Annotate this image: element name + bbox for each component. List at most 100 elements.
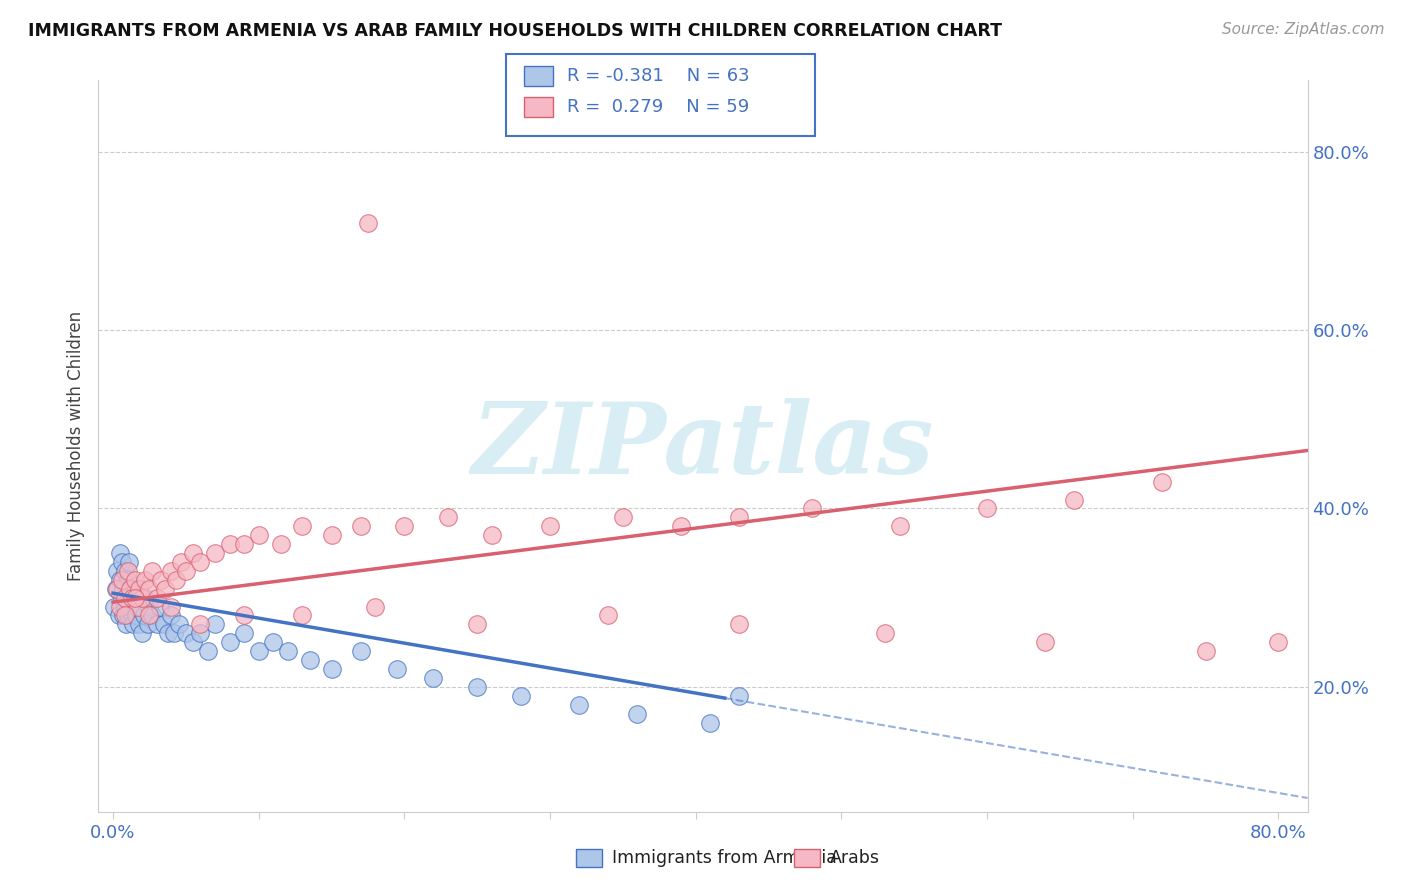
Point: [145, 591, 167, 605]
Point: [728, 510, 751, 524]
Point: [197, 644, 219, 658]
Point: [437, 510, 460, 524]
Point: [626, 706, 648, 721]
Point: [801, 501, 824, 516]
Point: [598, 608, 620, 623]
Point: [149, 599, 172, 614]
Point: [669, 519, 692, 533]
Point: [108, 608, 131, 623]
Point: [350, 519, 373, 533]
Point: [204, 617, 226, 632]
Point: [117, 608, 139, 623]
Text: R =  0.279    N = 59: R = 0.279 N = 59: [567, 98, 749, 116]
Point: [121, 591, 143, 605]
Point: [127, 599, 149, 614]
Point: [165, 573, 187, 587]
Point: [233, 626, 256, 640]
Point: [160, 564, 183, 578]
Point: [105, 582, 128, 596]
Point: [465, 680, 488, 694]
Point: [103, 599, 125, 614]
Point: [247, 644, 270, 658]
Point: [153, 617, 176, 632]
Point: [125, 608, 148, 623]
Point: [364, 599, 387, 614]
Text: IMMIGRANTS FROM ARMENIA VS ARAB FAMILY HOUSEHOLDS WITH CHILDREN CORRELATION CHAR: IMMIGRANTS FROM ARMENIA VS ARAB FAMILY H…: [28, 22, 1002, 40]
Point: [174, 626, 197, 640]
Point: [117, 573, 139, 587]
Point: [121, 591, 143, 605]
Point: [291, 519, 314, 533]
Point: [160, 608, 183, 623]
Point: [321, 662, 343, 676]
Point: [167, 617, 190, 632]
Point: [141, 608, 163, 623]
Point: [138, 608, 160, 623]
Point: [270, 537, 292, 551]
Point: [155, 582, 177, 596]
Point: [181, 546, 204, 560]
Point: [111, 573, 134, 587]
Point: [568, 698, 591, 712]
Point: [124, 582, 146, 596]
Point: [160, 599, 183, 614]
Point: [1194, 644, 1216, 658]
Point: [131, 591, 153, 605]
Point: [291, 608, 314, 623]
Point: [120, 582, 142, 596]
Point: [298, 653, 321, 667]
Point: [115, 617, 138, 632]
Point: [394, 519, 416, 533]
Point: [111, 555, 134, 569]
Point: [128, 582, 150, 596]
Y-axis label: Family Households with Children: Family Households with Children: [66, 311, 84, 581]
Point: [465, 617, 488, 632]
Point: [118, 582, 141, 596]
Point: [174, 564, 197, 578]
Point: [122, 617, 145, 632]
Point: [118, 555, 141, 569]
Point: [141, 564, 163, 578]
Point: [134, 573, 156, 587]
Point: [110, 573, 132, 587]
Point: [728, 689, 751, 703]
Point: [127, 591, 149, 605]
Point: [111, 591, 134, 605]
Point: [157, 626, 180, 640]
Point: [875, 626, 897, 640]
Point: [190, 626, 212, 640]
Point: [114, 591, 136, 605]
Point: [976, 501, 998, 516]
Point: [129, 599, 152, 614]
Point: [509, 689, 531, 703]
Text: Immigrants from Armenia: Immigrants from Armenia: [612, 849, 837, 867]
Point: [120, 599, 142, 614]
Point: [121, 608, 143, 623]
Point: [145, 617, 167, 632]
Point: [190, 617, 212, 632]
Point: [357, 216, 380, 230]
Point: [350, 644, 373, 658]
Point: [422, 671, 444, 685]
Point: [124, 599, 146, 614]
Point: [321, 528, 343, 542]
Point: [110, 546, 132, 560]
Point: [181, 635, 204, 649]
Point: [699, 715, 721, 730]
Point: [150, 573, 173, 587]
Point: [131, 626, 153, 640]
Point: [112, 608, 135, 623]
Point: [114, 564, 136, 578]
Point: [728, 617, 751, 632]
Point: [117, 564, 139, 578]
Point: [138, 599, 160, 614]
Point: [190, 555, 212, 569]
Point: [115, 591, 138, 605]
Point: [1063, 492, 1085, 507]
Point: [538, 519, 561, 533]
Point: [1150, 475, 1173, 489]
Text: R = -0.381    N = 63: R = -0.381 N = 63: [567, 67, 749, 85]
Point: [385, 662, 408, 676]
Point: [120, 582, 142, 596]
Point: [889, 519, 911, 533]
